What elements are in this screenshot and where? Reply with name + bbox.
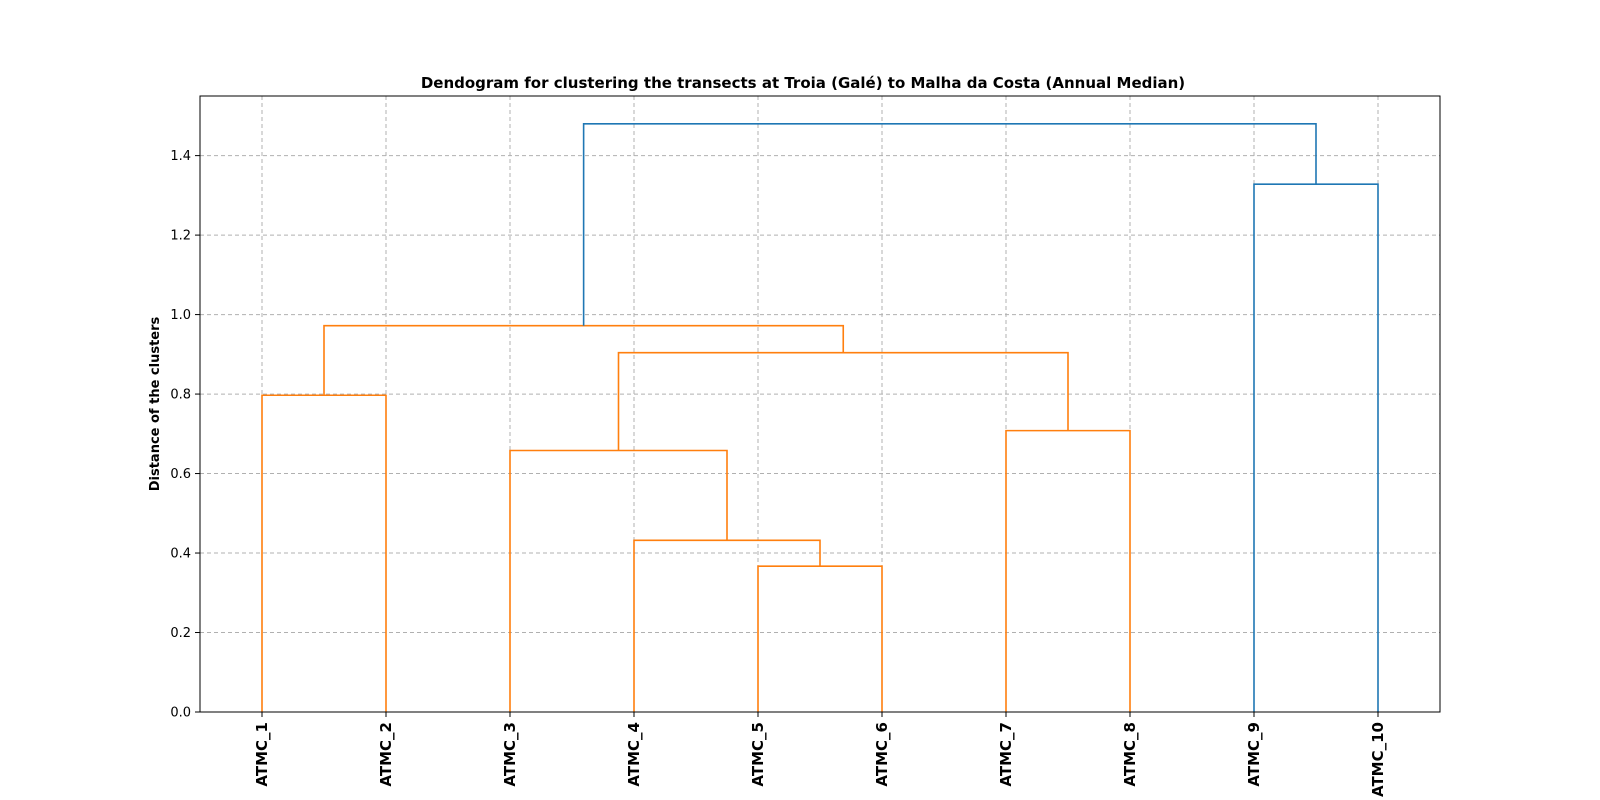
dendrogram-link-4 bbox=[509, 449, 728, 712]
ytick-label-5: 1.0 bbox=[170, 308, 191, 323]
leaf-label-2: ATMC_2 bbox=[377, 722, 395, 787]
leaf-label-4: ATMC_4 bbox=[625, 722, 643, 787]
ytick-label-4: 0.8 bbox=[170, 388, 191, 403]
plot-frame bbox=[199, 95, 1441, 713]
ytick-label-1: 0.2 bbox=[170, 626, 191, 641]
ytick-label-3: 0.6 bbox=[170, 467, 191, 482]
leaf-label-3: ATMC_3 bbox=[501, 722, 519, 787]
leaf-label-6: ATMC_6 bbox=[873, 722, 891, 787]
dendrogram-link-1 bbox=[261, 394, 387, 712]
ytick-label-0: 0.0 bbox=[170, 706, 191, 721]
dendrogram-link-9 bbox=[582, 123, 1317, 326]
y-axis-label: Distance of the clusters bbox=[148, 316, 163, 491]
ytick-label-6: 1.2 bbox=[170, 229, 191, 244]
ytick-label-7: 1.4 bbox=[170, 149, 191, 164]
leaf-label-5: ATMC_5 bbox=[749, 722, 767, 787]
dendrogram-link-5 bbox=[1005, 429, 1131, 712]
dendrogram-link-3 bbox=[633, 539, 821, 712]
x-axis-ticks: ATMC_1 ATMC_2 ATMC_3 ATMC_4 ATMC_5 ATMC_6 ATMC… bbox=[253, 712, 1387, 797]
leaf-label-1: ATMC_1 bbox=[253, 722, 271, 787]
dendrogram-link-7 bbox=[323, 324, 845, 396]
dendrogram-links bbox=[261, 123, 1379, 712]
chart-title: Dendogram for clustering the transects a… bbox=[421, 74, 1185, 92]
leaf-label-8: ATMC_8 bbox=[1121, 722, 1139, 787]
ytick-label-2: 0.4 bbox=[170, 547, 191, 562]
leaf-label-10: ATMC_10 bbox=[1369, 722, 1387, 797]
leaf-label-7: ATMC_7 bbox=[997, 722, 1015, 787]
dendrogram-link-2 bbox=[757, 565, 883, 712]
leaf-label-9: ATMC_9 bbox=[1245, 722, 1263, 787]
dendrogram-link-6 bbox=[617, 351, 1069, 451]
y-axis-ticks: 0.0 0.2 0.4 0.6 0.8 1.0 1.2 1.4 bbox=[170, 149, 200, 721]
